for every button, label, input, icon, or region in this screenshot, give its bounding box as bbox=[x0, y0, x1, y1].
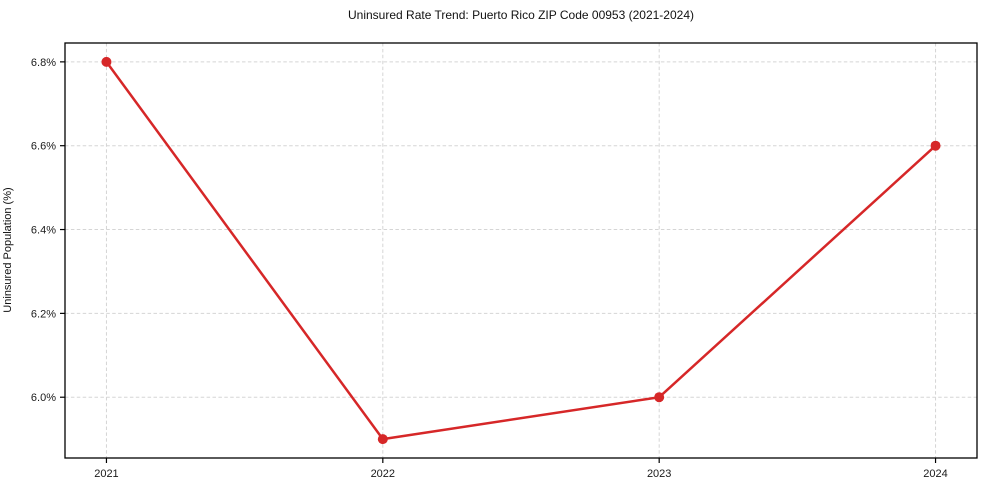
data-point-marker bbox=[377, 434, 388, 445]
plot-background bbox=[65, 43, 977, 458]
data-point-marker bbox=[101, 56, 112, 67]
data-point-marker bbox=[930, 140, 941, 151]
y-tick-label: 6.6% bbox=[31, 141, 56, 153]
x-tick-label: 2024 bbox=[923, 468, 947, 480]
y-tick-label: 6.2% bbox=[31, 308, 56, 320]
chart-title: Uninsured Rate Trend: Puerto Rico ZIP Co… bbox=[348, 8, 694, 22]
y-tick-label: 6.8% bbox=[31, 57, 56, 69]
y-tick-label: 6.0% bbox=[31, 392, 56, 404]
data-point-marker bbox=[654, 392, 665, 403]
y-tick-label: 6.4% bbox=[31, 225, 56, 237]
series-line bbox=[105, 60, 937, 441]
x-tick-label: 2023 bbox=[647, 468, 671, 480]
y-axis-label: Uninsured Population (%) bbox=[2, 187, 14, 313]
plot-border bbox=[64, 42, 978, 459]
x-tick-label: 2021 bbox=[94, 468, 118, 480]
x-tick-label: 2022 bbox=[371, 468, 395, 480]
